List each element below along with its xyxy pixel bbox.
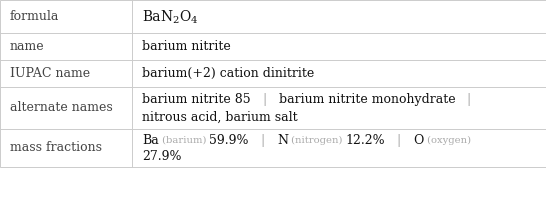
Text: |: | bbox=[385, 134, 413, 147]
Text: Ba: Ba bbox=[142, 10, 161, 24]
Text: (nitrogen): (nitrogen) bbox=[288, 136, 346, 145]
Text: IUPAC name: IUPAC name bbox=[10, 67, 90, 80]
Text: 27.9%: 27.9% bbox=[142, 150, 181, 163]
Text: Ba: Ba bbox=[142, 134, 159, 147]
Text: O: O bbox=[413, 134, 424, 147]
Text: formula: formula bbox=[10, 10, 59, 23]
Text: |: | bbox=[249, 134, 277, 147]
Text: barium nitrite: barium nitrite bbox=[142, 40, 231, 53]
Text: 12.2%: 12.2% bbox=[346, 134, 385, 147]
Text: 59.9%: 59.9% bbox=[209, 134, 249, 147]
Text: (barium): (barium) bbox=[159, 136, 209, 145]
Text: |: | bbox=[251, 93, 279, 106]
Text: (oxygen): (oxygen) bbox=[424, 136, 474, 145]
Text: barium nitrite 85: barium nitrite 85 bbox=[142, 93, 251, 106]
Text: N: N bbox=[277, 134, 288, 147]
Text: name: name bbox=[10, 40, 44, 53]
Text: O: O bbox=[179, 10, 190, 24]
Bar bbox=[0, 0, 546, 167]
Text: 2: 2 bbox=[173, 16, 179, 25]
Text: mass fractions: mass fractions bbox=[10, 141, 102, 154]
Text: barium nitrite monohydrate: barium nitrite monohydrate bbox=[279, 93, 455, 106]
Text: alternate names: alternate names bbox=[10, 101, 112, 114]
Text: nitrous acid, barium salt: nitrous acid, barium salt bbox=[142, 110, 298, 123]
Text: |: | bbox=[455, 93, 472, 106]
Text: 4: 4 bbox=[190, 16, 197, 25]
Text: barium(+2) cation dinitrite: barium(+2) cation dinitrite bbox=[142, 67, 314, 80]
Text: N: N bbox=[161, 10, 173, 24]
